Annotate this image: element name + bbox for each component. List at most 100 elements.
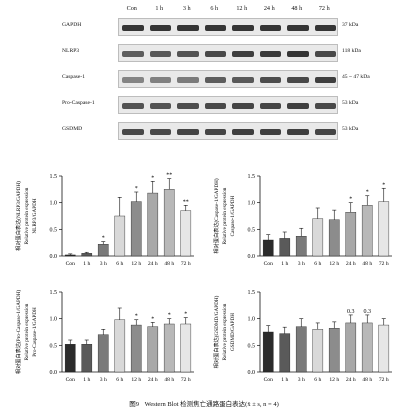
category-label: 12 h [131, 377, 141, 383]
y-tick-label: 1.0 [248, 201, 256, 207]
bar [64, 254, 76, 257]
chart-nlrp3: 0.0 0.5 1.0 1.5 相对蛋白表达(NLRP3/GAPDH) Relative … [10, 168, 200, 280]
blot-band [259, 51, 281, 57]
y-axis-label: 相对蛋白表达(Pro-Caspase-1/GAPDH) [14, 290, 22, 374]
blot-band [177, 51, 199, 57]
bar [147, 192, 159, 257]
figure-caption: 图9 Western Blot 检测焦亡通路蛋白表达(x̄ ± s, n = 4… [0, 398, 408, 408]
y-axis-label: Relative protein expression [222, 187, 228, 244]
figure-number: 图9 [129, 401, 139, 408]
blot-band [259, 77, 281, 83]
blot-band [287, 129, 309, 135]
bar [345, 322, 357, 373]
blot-band [122, 103, 144, 109]
blot-band [177, 103, 199, 109]
significance-mark: * [349, 197, 352, 203]
y-tick-label: 0.5 [50, 343, 58, 349]
category-label: 24 h [346, 261, 356, 267]
y-tick-label: 1.0 [50, 201, 58, 207]
significance-mark: 0.3 [364, 309, 372, 315]
y-axis-label: Caspase-1/GAPDH [230, 195, 236, 236]
blot-band [204, 103, 226, 109]
blot-band [204, 77, 226, 83]
chart-pro-caspase1: 0.0 0.5 1.0 1.5 相对蛋白表达(Pro-Caspase-1/GAPDH) R… [10, 284, 200, 396]
lane-label: 24 h [263, 5, 275, 12]
bar [378, 324, 390, 373]
bar [378, 201, 390, 257]
significance-mark: * [135, 314, 138, 320]
lane-label: 48 h [291, 5, 303, 12]
blot-band [287, 25, 309, 31]
blot-band [149, 25, 171, 31]
bar [262, 331, 274, 373]
significance-mark: * [184, 312, 187, 318]
blot-band [287, 77, 309, 83]
significance-mark: * [151, 175, 154, 181]
y-axis-label: GSDMD/GAPDH [230, 313, 236, 351]
blot-band [314, 129, 336, 135]
bar-chart-svg: 0.0 0.5 1.0 1.5 相对蛋白表达(NLRP3/GAPDH) Relative … [14, 173, 194, 267]
lane-label: 72 h [318, 5, 330, 12]
bar [361, 205, 373, 257]
blot-image [118, 96, 338, 114]
blot-band [204, 51, 226, 57]
blot-band [232, 129, 254, 135]
category-label: 1 h [83, 377, 90, 383]
y-axis-label: Relative protein expression [222, 303, 228, 360]
blot-size-label: 118 kDa [342, 48, 361, 54]
y-tick-label: 0.0 [50, 370, 58, 376]
chart-gsdmd: 0.0 0.5 1.0 1.5 相对蛋白表达(GSDMD/GAPDH) Relative … [208, 284, 398, 396]
blot-protein-label: Pro-Caspase-1 [62, 100, 95, 106]
blot-band [259, 103, 281, 109]
bar-chart-svg: 0.0 0.5 1.0 1.5 相对蛋白表达(Pro-Caspase-1/GAPDH) R… [14, 290, 194, 383]
blot-image [118, 18, 338, 36]
category-label: 6 h [314, 261, 321, 267]
y-axis-label: Pro-Caspase-1/GAPDH [32, 307, 38, 357]
category-label: 12 h [131, 261, 141, 267]
significance-mark: * [151, 316, 154, 322]
bar [114, 215, 126, 257]
blot-size-label: 37 kDa [342, 22, 359, 28]
y-axis-label: NLRP3/GAPDH [32, 198, 38, 233]
blot-band [232, 103, 254, 109]
category-label: 48 h [362, 261, 372, 267]
blot-protein-label: GAPDH [62, 22, 82, 28]
bar [81, 344, 93, 373]
lane-label: 6 h [210, 5, 219, 12]
bar [81, 253, 93, 257]
significance-mark: ** [166, 173, 172, 179]
y-tick-label: 0.5 [248, 227, 256, 233]
bar [279, 333, 291, 373]
y-axis-label: 相对蛋白表达(GSDMD/GAPDH) [212, 295, 220, 368]
bar [97, 244, 109, 257]
blot-band [122, 51, 144, 57]
category-label: 3 h [298, 377, 305, 383]
category-label: 24 h [346, 377, 356, 383]
blot-image [118, 122, 338, 140]
lane-label: 1 h [155, 5, 164, 12]
blot-size-label: 53 kDa [342, 100, 359, 106]
lane-label: 3 h [182, 5, 191, 12]
y-tick-label: 0.0 [248, 370, 256, 376]
y-tick-label: 1.5 [50, 290, 58, 296]
category-label: 24 h [148, 377, 158, 383]
bar [147, 326, 159, 373]
figure-title: Western Blot 检测焦亡通路蛋白表达(x̄ ± s, n = 4) [144, 401, 279, 408]
blot-size-label: 45 ~ 47 kDa [342, 74, 370, 80]
bar [328, 219, 340, 257]
blot-image [118, 70, 338, 88]
y-axis-label: Relative protein expression [24, 303, 30, 360]
blot-row: NLRP3 118 kDa [62, 44, 398, 62]
blot-band [287, 51, 309, 57]
blot-band [204, 129, 226, 135]
bar [130, 324, 142, 373]
category-label: 12 h [329, 377, 339, 383]
blot-band [122, 77, 144, 83]
bar [97, 334, 109, 373]
bar-chart-svg: 0.0 0.5 1.0 1.5 相对蛋白表达(Caspase-1/GAPDH) Relat… [212, 174, 392, 267]
bar [180, 323, 192, 373]
bar [295, 236, 307, 257]
bar [130, 201, 142, 257]
lane-label: 12 h [236, 5, 248, 12]
lane-header: Con 1 h 3 h 6 h 12 h 24 h 48 h 72 h [118, 5, 338, 17]
